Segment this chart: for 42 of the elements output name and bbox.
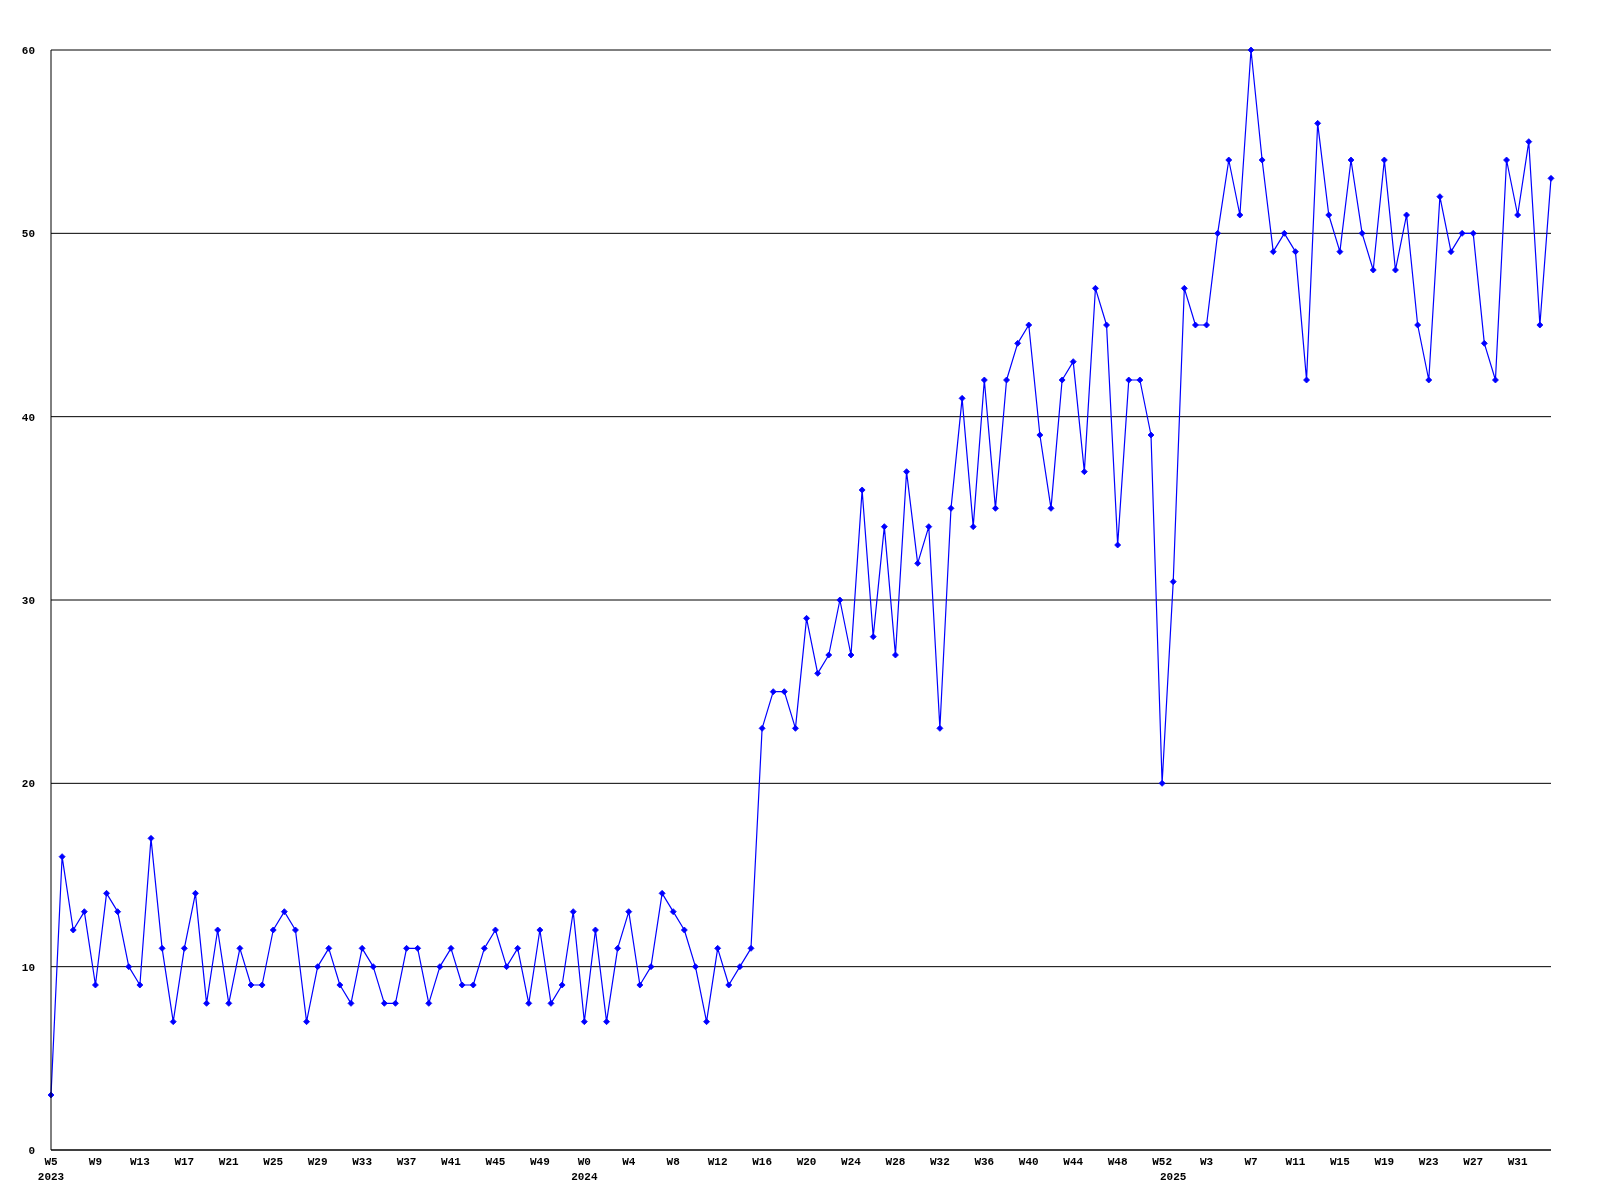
y-tick-label: 60: [21, 45, 35, 57]
x-tick-label: W33: [352, 1156, 373, 1168]
y-tick-label: 50: [21, 228, 35, 241]
y-tick-label: 30: [21, 595, 35, 607]
x-tick-label: W32: [929, 1156, 950, 1168]
x-tick-label: W36: [974, 1156, 995, 1168]
x-tick-label: W25: [263, 1156, 284, 1168]
x-tick-label: W52: [1152, 1156, 1173, 1168]
x-tick-label: W20: [796, 1156, 817, 1168]
x-tick-label: W13: [129, 1156, 151, 1168]
x-tick-label: W28: [885, 1156, 906, 1168]
x-tick-label: W11: [1285, 1156, 1306, 1168]
x-tick-label: W37: [396, 1156, 417, 1168]
y-tick-label: 40: [21, 411, 35, 424]
x-tick-label: W7: [1244, 1156, 1258, 1168]
x-tick-label: W17: [174, 1156, 195, 1168]
x-tick-label: W9: [88, 1156, 103, 1168]
x-tick-label: W49: [529, 1156, 550, 1168]
x-tick-label: W15: [1329, 1156, 1351, 1168]
x-tick-label: W21: [218, 1156, 240, 1168]
x-tick-label: 2025: [1160, 1171, 1187, 1183]
x-tick-label: W3: [1199, 1156, 1214, 1168]
x-tick-label: W31: [1507, 1156, 1528, 1168]
x-tick-label: W8: [666, 1156, 681, 1168]
x-tick-label: W12: [707, 1156, 728, 1168]
x-tick-label: W19: [1374, 1156, 1395, 1168]
x-tick-label: W24: [841, 1156, 862, 1168]
x-tick-label: W4: [622, 1156, 636, 1168]
x-tick-label: W23: [1418, 1156, 1440, 1168]
x-tick-label: W40: [1018, 1156, 1039, 1168]
x-tick-label: W29: [307, 1156, 328, 1168]
x-tick-label: W5 2023: [37, 1156, 65, 1183]
x-tick-label: W48: [1107, 1156, 1128, 1168]
x-tick-label: W45: [485, 1156, 506, 1168]
y-tick-label: 0: [28, 1145, 35, 1157]
x-tick-label: W44: [1063, 1156, 1084, 1168]
x-tick-label: W41: [441, 1156, 462, 1168]
x-tick-label: W0 2024: [571, 1156, 598, 1183]
x-tick-label: W16: [752, 1156, 773, 1168]
y-tick-label: 20: [21, 778, 35, 791]
y-tick-label: 10: [21, 961, 35, 974]
x-tick-label: W27: [1463, 1156, 1484, 1168]
